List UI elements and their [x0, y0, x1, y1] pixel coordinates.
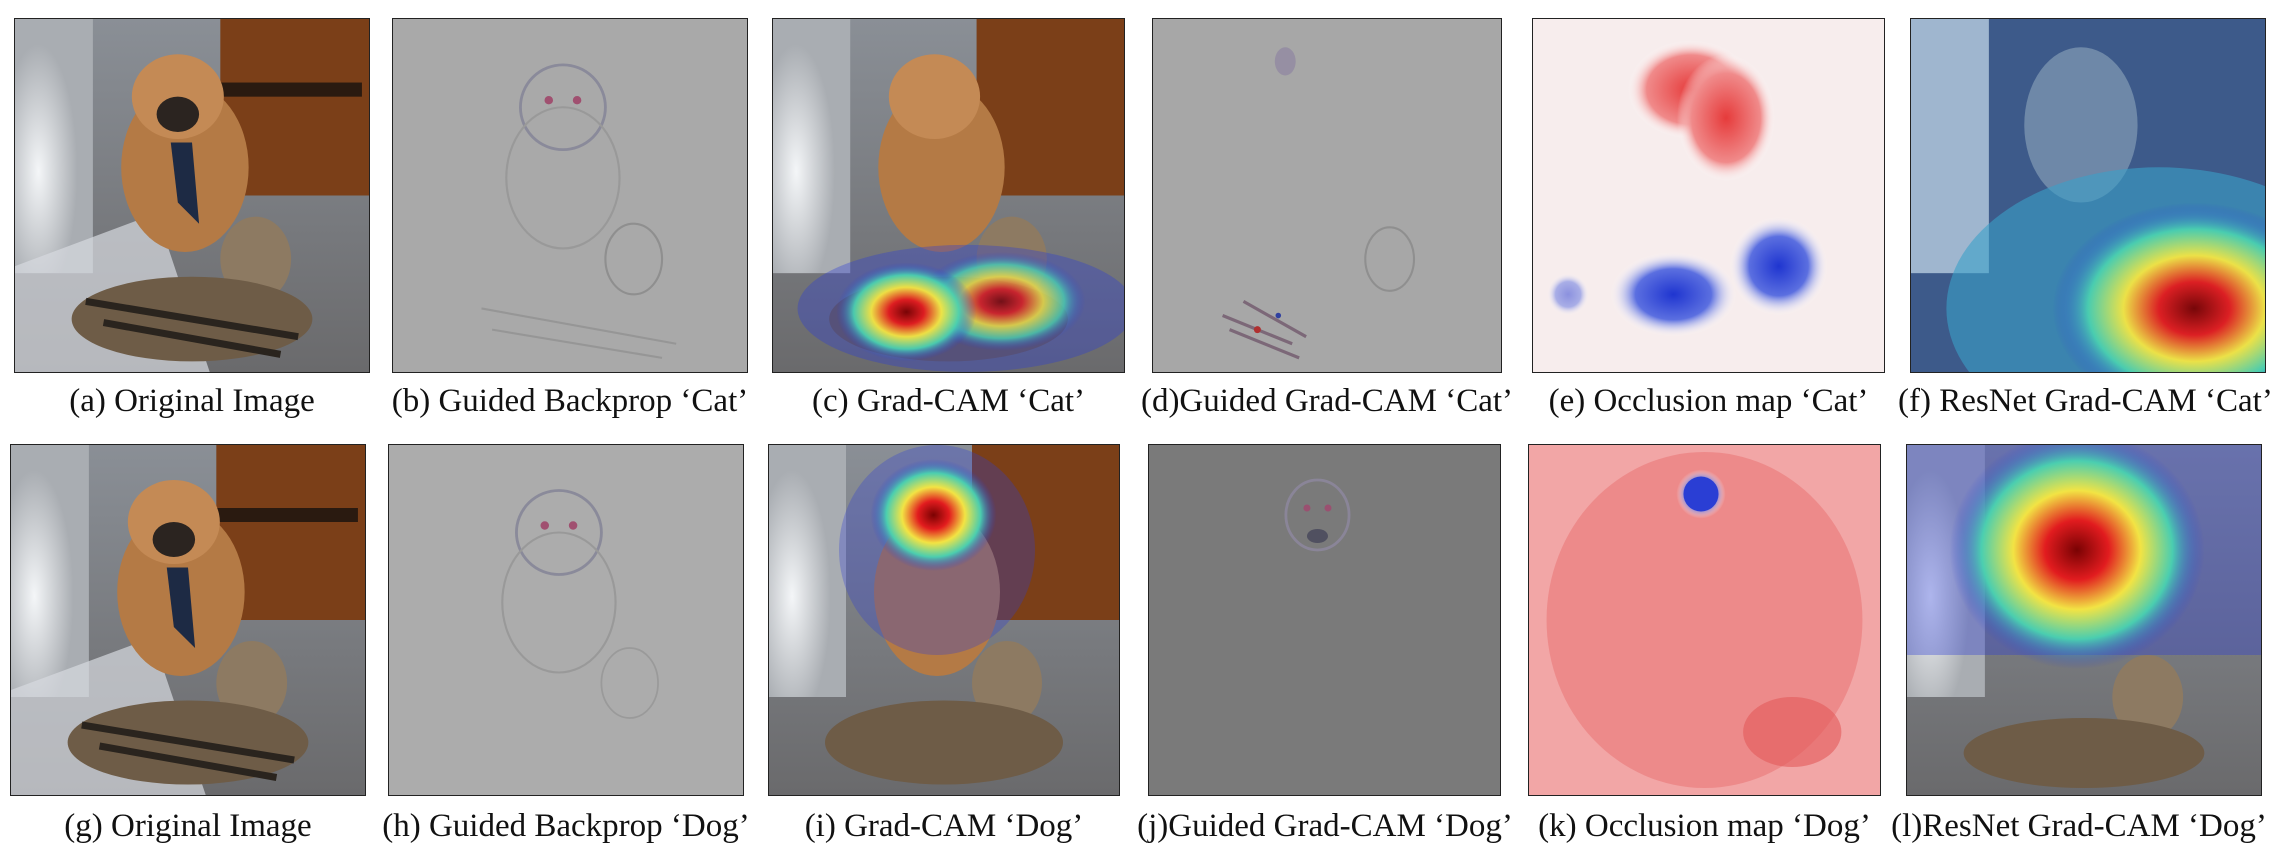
occlusion-map-cat-image [1532, 18, 1885, 373]
caption-l: (l)ResNet Grad-CAM ‘Dog’ [1891, 808, 2267, 844]
guided-grad-cam-dog-image [1148, 444, 1501, 796]
caption-b: (b) Guided Backprop ‘Cat’ [391, 383, 749, 419]
caption-f: (f) ResNet Grad-CAM ‘Cat’ [1898, 383, 2272, 419]
original-image-cat-dog [14, 18, 370, 373]
caption-k: (k) Occlusion map ‘Dog’ [1538, 808, 1871, 844]
resnet-grad-cam-dog-image [1906, 444, 2262, 796]
caption-a: (a) Original Image [69, 383, 315, 419]
guided-backprop-cat-image [392, 18, 748, 373]
guided-backprop-dog-image [388, 444, 744, 796]
original-image-cat-dog-2 [10, 444, 366, 796]
resnet-grad-cam-cat-image [1910, 18, 2266, 373]
caption-h: (h) Guided Backprop ‘Dog’ [382, 808, 750, 844]
caption-j: (j)Guided Grad-CAM ‘Dog’ [1137, 808, 1513, 844]
occlusion-map-dog-image [1528, 444, 1881, 796]
caption-e: (e) Occlusion map ‘Cat’ [1548, 383, 1869, 419]
grad-cam-dog-image [768, 444, 1120, 796]
caption-i: (i) Grad-CAM ‘Dog’ [804, 808, 1084, 844]
guided-grad-cam-cat-image [1152, 18, 1502, 373]
caption-g: (g) Original Image [64, 808, 312, 844]
caption-d: (d)Guided Grad-CAM ‘Cat’ [1140, 383, 1514, 419]
grad-cam-cat-image [772, 18, 1125, 373]
caption-c: (c) Grad-CAM ‘Cat’ [811, 383, 1086, 419]
